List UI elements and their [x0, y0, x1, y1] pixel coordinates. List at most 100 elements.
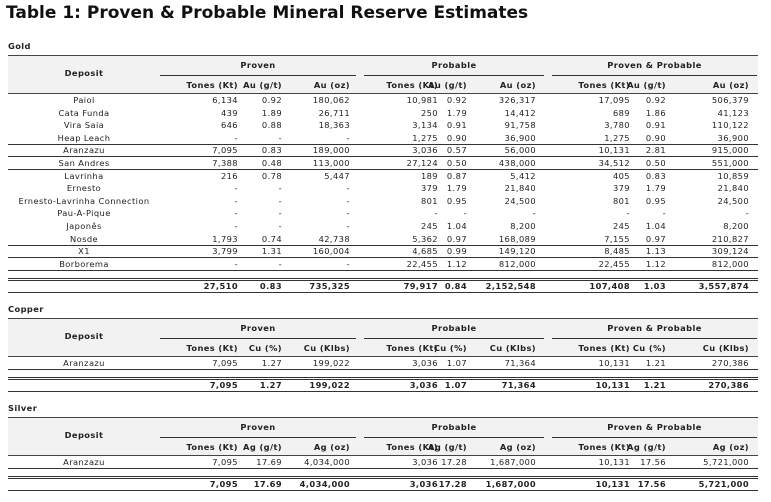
- total-cell: 199,022: [309, 380, 350, 390]
- column-header: Au (oz): [712, 80, 749, 90]
- cell: 42,738: [318, 233, 350, 244]
- cell: 689: [612, 107, 630, 118]
- cell: 5,412: [510, 170, 536, 181]
- cell: 379: [420, 183, 438, 194]
- cell: 3,036: [412, 457, 438, 467]
- cell: 41,123: [717, 107, 749, 118]
- total-rule: [8, 279, 758, 281]
- deposit-name: Nosde: [70, 233, 98, 244]
- cell: 0.78: [261, 170, 282, 181]
- cell: 1.12: [645, 258, 666, 269]
- deposit-name: Borborema: [59, 258, 109, 269]
- cell: 0.91: [446, 120, 467, 131]
- deposit-name: Aranzazu: [63, 358, 105, 368]
- cell: 91,758: [504, 120, 536, 131]
- cell: 1.04: [446, 221, 467, 231]
- cell: 506,379: [711, 95, 749, 105]
- column-header: Tones (Kt): [186, 442, 238, 452]
- cell: 34,512: [598, 158, 630, 168]
- cell: 26,711: [318, 107, 350, 118]
- group-header: Proven & Probable: [607, 60, 702, 70]
- cell: 199,022: [312, 358, 350, 368]
- total-rule: [8, 490, 758, 491]
- cell: 0.57: [446, 145, 467, 156]
- total-rule: [8, 277, 758, 279]
- cell: 7,095: [212, 457, 238, 467]
- cell: 1.86: [645, 107, 666, 118]
- cell: -: [278, 208, 282, 219]
- row-rule: [8, 257, 758, 259]
- cell: 250: [420, 107, 438, 118]
- cell: 189,000: [312, 145, 350, 156]
- cell: 10,131: [598, 358, 630, 368]
- cell: -: [434, 208, 438, 219]
- section-label: Copper: [8, 304, 44, 314]
- cell: 210,827: [711, 233, 749, 244]
- cell: 17,095: [598, 95, 630, 105]
- total-cell: 10,131: [595, 380, 630, 390]
- cell: 21,840: [504, 183, 536, 194]
- column-header: Tones (Kt): [578, 442, 630, 452]
- table-title: Table 1: Proven & Probable Mineral Reser…: [6, 3, 529, 23]
- cell: 7,095: [212, 358, 238, 368]
- cell: -: [234, 258, 238, 269]
- deposit-name: Heap Leach: [57, 132, 111, 143]
- deposit-name: Ernesto-Lavrinha Connection: [18, 195, 150, 206]
- cell: -: [346, 221, 350, 231]
- total-cell: 79,917: [403, 280, 438, 291]
- cell: -: [346, 258, 350, 269]
- column-header: Au (oz): [313, 80, 350, 90]
- group-rule: [160, 437, 356, 438]
- cell: 110,122: [711, 120, 749, 131]
- cell: 1,687,000: [490, 457, 536, 467]
- total-cell: 3,036: [409, 479, 438, 489]
- cell: 245: [612, 221, 630, 231]
- total-cell: 1.03: [643, 280, 666, 291]
- cell: -: [346, 183, 350, 194]
- group-rule: [364, 437, 544, 438]
- column-header: Tones (Kt): [578, 343, 630, 353]
- cell: 0.50: [645, 158, 666, 168]
- cell: 0.99: [446, 246, 467, 257]
- cell: 8,200: [723, 221, 749, 231]
- cell: -: [234, 132, 238, 143]
- cell: 3,799: [212, 246, 238, 257]
- cell: 0.92: [645, 95, 666, 105]
- cell: -: [662, 208, 666, 219]
- total-cell: 3,557,874: [698, 280, 749, 291]
- cell: 3,134: [412, 120, 438, 131]
- cell: 1,275: [412, 132, 438, 143]
- deposit-header: Deposit: [64, 68, 104, 78]
- cell: 17.28: [441, 457, 467, 467]
- cell: 216: [220, 170, 238, 181]
- cell: -: [278, 258, 282, 269]
- group-rule: [552, 437, 757, 438]
- cell: 0.91: [645, 120, 666, 131]
- group-header: Probable: [431, 60, 477, 70]
- total-cell: 7,095: [209, 479, 238, 489]
- group-header: Probable: [431, 422, 477, 432]
- cell: 0.92: [261, 95, 282, 105]
- cell: 7,095: [212, 145, 238, 156]
- column-header: Tones (Kt): [386, 80, 438, 90]
- total-rule: [8, 478, 758, 479]
- cell: 1.07: [446, 358, 467, 368]
- cell: 18,363: [318, 120, 350, 131]
- column-header: Cu (Klbs): [303, 343, 350, 353]
- cell: 8,200: [510, 221, 536, 231]
- header-band: [8, 417, 758, 456]
- cell: -: [234, 208, 238, 219]
- cell: 1,793: [212, 233, 238, 244]
- column-header: Ag (g/t): [428, 442, 467, 452]
- cell: 113,000: [312, 158, 350, 168]
- total-cell: 1.07: [444, 380, 467, 390]
- cell: 0.95: [645, 195, 666, 206]
- deposit-name: Ernesto: [66, 183, 102, 194]
- cell: 2.81: [645, 145, 666, 156]
- row-rule: [8, 244, 758, 246]
- cell: 10,131: [598, 457, 630, 467]
- total-cell: 735,325: [309, 280, 350, 291]
- cell: 4,685: [412, 246, 438, 257]
- total-cell: 7,095: [209, 380, 238, 390]
- total-cell: 1.21: [643, 380, 666, 390]
